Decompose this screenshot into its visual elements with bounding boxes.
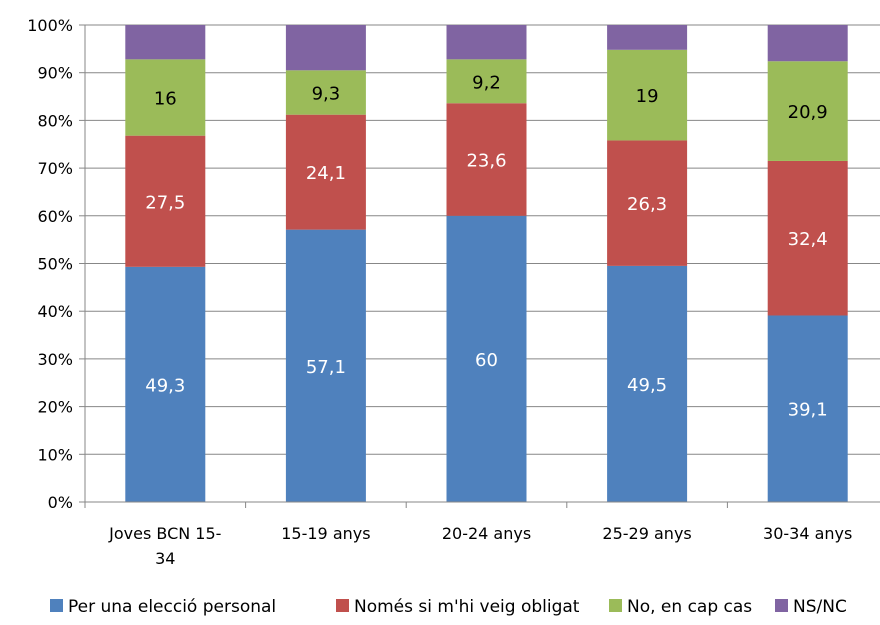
y-tick-label: 60% <box>37 207 73 226</box>
legend-label: No, en cap cas <box>627 597 752 617</box>
bar-segment <box>125 25 206 60</box>
bar-segment <box>285 229 366 502</box>
data-label: 19 <box>636 86 659 107</box>
y-tick-label: 10% <box>37 445 73 464</box>
legend-item: Només si m'hi veig obligat <box>336 597 580 617</box>
x-tick-label: Joves BCN 15-34 <box>108 524 221 568</box>
legend-item: NS/NC <box>775 597 847 617</box>
axes <box>79 24 880 508</box>
x-tick-label: 15-19 anys <box>281 524 370 543</box>
bar-segment <box>607 265 688 502</box>
legend-label: Només si m'hi veig obligat <box>354 597 580 617</box>
bar-segment <box>446 103 527 216</box>
data-labels: 49,3 27,5 16 57,1 24,1 9,3 60 23,6 9,2 49,5 26,3 19… <box>145 72 827 420</box>
bar-segment <box>607 25 688 50</box>
bar-segment <box>767 61 848 161</box>
bar-segment <box>446 25 527 60</box>
y-tick-label: 70% <box>37 159 73 178</box>
data-label: 57,1 <box>306 357 346 378</box>
bar-segment <box>285 114 366 230</box>
data-label: 9,2 <box>472 72 501 93</box>
bar-segment <box>125 59 206 136</box>
bar-segment <box>767 315 848 502</box>
y-tick-label: 20% <box>37 398 73 417</box>
y-tick-label: 0% <box>48 493 73 512</box>
y-tick-label: 90% <box>37 64 73 83</box>
y-tick-label: 100% <box>27 16 73 35</box>
bar-segment <box>285 70 366 115</box>
y-tick-label: 30% <box>37 350 73 369</box>
data-label: 49,5 <box>627 375 667 396</box>
data-label: 27,5 <box>145 192 185 213</box>
legend-swatch <box>50 599 63 612</box>
bar-segment <box>125 135 206 267</box>
legend-swatch <box>775 599 788 612</box>
data-label: 60 <box>475 350 498 371</box>
data-label: 49,3 <box>145 375 185 396</box>
bar-segment <box>607 49 688 141</box>
bar-segment <box>125 266 206 502</box>
y-tick-labels: 0% 10% 20% 30% 40% 50% 60% 70% 80% 90% 100% <box>27 16 73 512</box>
data-label: 23,6 <box>466 151 506 172</box>
bar-segment <box>767 160 848 316</box>
legend-label: NS/NC <box>793 597 847 617</box>
y-tick-label: 40% <box>37 302 73 321</box>
legend: Per una elecció personal Només si m'hi ve… <box>50 597 847 617</box>
legend-swatch <box>336 599 349 612</box>
data-label: 9,3 <box>312 83 341 104</box>
legend-swatch <box>609 599 622 612</box>
legend-item: No, en cap cas <box>609 597 752 617</box>
legend-item: Per una elecció personal <box>50 597 276 617</box>
x-tick-label: 25-29 anys <box>602 524 691 543</box>
bar-segment <box>446 215 527 503</box>
x-tick-label: 20-24 anys <box>442 524 531 543</box>
legend-label: Per una elecció personal <box>68 597 276 617</box>
bar-segment <box>285 25 366 71</box>
bars <box>125 25 848 503</box>
x-tick-labels: Joves BCN 15-34 15-19 anys 20-24 anys 25-29… <box>108 524 852 568</box>
data-label: 24,1 <box>306 163 346 184</box>
bar-segment <box>767 25 848 62</box>
data-label: 16 <box>154 89 177 110</box>
data-label: 20,9 <box>788 102 828 123</box>
y-tick-label: 80% <box>37 111 73 130</box>
y-tick-label: 50% <box>37 255 73 274</box>
data-label: 26,3 <box>627 194 667 215</box>
x-tick-label: 30-34 anys <box>763 524 852 543</box>
bar-segment <box>446 59 527 104</box>
bar-segment <box>607 140 688 266</box>
data-label: 39,1 <box>788 400 828 421</box>
data-label: 32,4 <box>788 229 828 250</box>
